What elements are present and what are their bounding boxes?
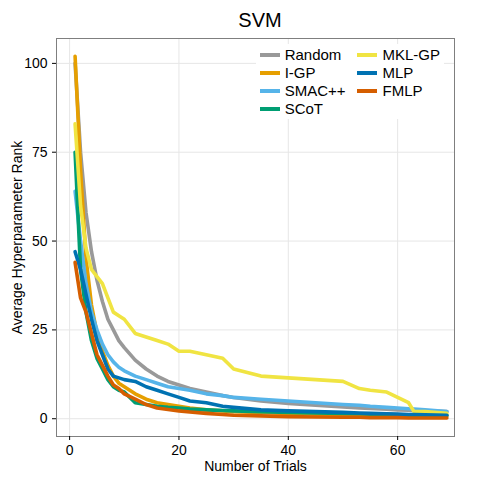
html-text:SVM: SVM xyxy=(238,9,282,31)
svg-text:0: 0 xyxy=(40,410,48,426)
svg-text:75: 75 xyxy=(32,144,48,160)
svg-text:20: 20 xyxy=(171,442,187,458)
html-text:MLP: MLP xyxy=(382,64,414,81)
svg-text:Number of Trials: Number of Trials xyxy=(204,458,307,474)
svg-text:50: 50 xyxy=(32,233,48,249)
svg-text:40: 40 xyxy=(281,442,297,458)
svg-text:60: 60 xyxy=(390,442,406,458)
html-text:SCoT: SCoT xyxy=(284,100,323,117)
svg-text:0: 0 xyxy=(66,442,74,458)
html-text:Random: Random xyxy=(284,46,342,63)
html-text:SMAC++: SMAC++ xyxy=(284,82,346,99)
html-text:MKL-GP: MKL-GP xyxy=(382,46,440,63)
html-text:FMLP: FMLP xyxy=(382,82,423,99)
svg-text:Average Hyperparameter Rank: Average Hyperparameter Rank xyxy=(9,140,25,335)
html-text:I-GP: I-GP xyxy=(284,64,316,81)
svg-text:100: 100 xyxy=(24,55,48,71)
svg-text:25: 25 xyxy=(32,321,48,337)
